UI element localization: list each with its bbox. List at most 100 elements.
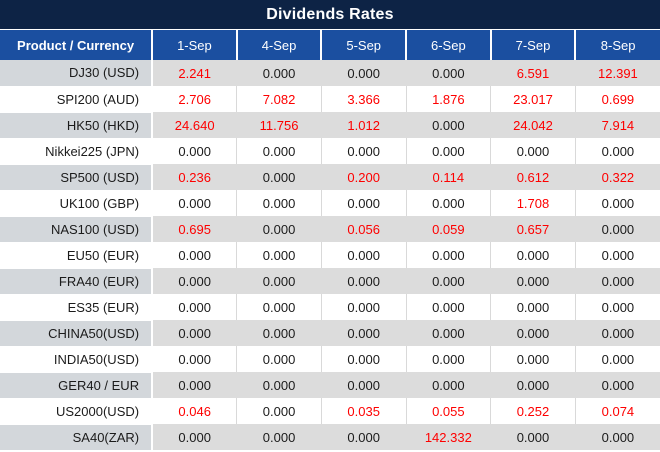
rate-value-cell: 0.252	[490, 398, 576, 424]
column-header-date-3: 5-Sep	[320, 30, 407, 60]
column-header-date-2: 4-Sep	[235, 30, 322, 60]
table-row: DJ30 (USD) 2.241 0.000 0.000 0.000 6.591 12.39…	[0, 60, 660, 87]
table-row: UK100 (GBP) 0.000 0.000 0.000 0.000 1.708 0.00…	[0, 190, 660, 217]
rate-value-cell: 1.708	[490, 190, 576, 216]
column-header-date-1: 1-Sep	[151, 30, 237, 60]
rate-value-cell: 0.000	[490, 268, 576, 294]
rate-value-cell: 0.000	[574, 424, 660, 450]
rate-value-cell: 0.000	[320, 60, 407, 86]
rate-value-cell: 12.391	[574, 60, 660, 86]
rate-value-cell: 0.056	[320, 216, 407, 242]
rate-value-cell: 0.000	[236, 216, 322, 242]
rate-value-cell: 0.046	[151, 398, 237, 424]
product-label: CHINA50(USD)	[0, 320, 154, 347]
table-row: US2000(USD) 0.046 0.000 0.035 0.055 0.252 0.07…	[0, 398, 660, 425]
rate-value-cell: 0.000	[151, 424, 237, 450]
rate-value-cell: 11.756	[236, 112, 322, 138]
column-header-date-6: 8-Sep	[574, 30, 660, 60]
rate-value-cell: 0.322	[574, 164, 660, 190]
rate-value-cell: 1.012	[320, 112, 407, 138]
rate-value-cell: 0.000	[574, 190, 660, 216]
rate-value-cell: 0.000	[320, 320, 407, 346]
rate-value-cell: 0.000	[236, 268, 322, 294]
product-label: EU50 (EUR)	[0, 242, 154, 269]
table-row: Nikkei225 (JPN) 0.000 0.000 0.000 0.000 0.000…	[0, 138, 660, 165]
table-row: NAS100 (USD) 0.695 0.000 0.056 0.059 0.657 0.0…	[0, 216, 660, 243]
rate-value-cell: 0.000	[490, 320, 576, 346]
rate-value-cell: 0.000	[151, 372, 237, 398]
table-row: CHINA50(USD) 0.000 0.000 0.000 0.000 0.000 0.0…	[0, 320, 660, 347]
rate-value-cell: 3.366	[320, 86, 407, 112]
rate-value-cell: 24.640	[151, 112, 237, 138]
rates-tbody: DJ30 (USD) 2.241 0.000 0.000 0.000 6.591 12.39…	[0, 60, 660, 451]
rate-value-cell: 0.000	[405, 242, 491, 268]
rate-value-cell: 0.000	[574, 138, 660, 164]
rate-value-cell: 0.000	[151, 242, 237, 268]
rate-value-cell: 0.000	[490, 424, 576, 450]
rate-value-cell: 0.000	[320, 190, 407, 216]
rate-value-cell: 0.000	[236, 138, 322, 164]
column-header-date-4: 6-Sep	[405, 30, 491, 60]
rate-value-cell: 0.612	[490, 164, 576, 190]
product-label: Nikkei225 (JPN)	[0, 138, 154, 165]
rate-value-cell: 23.017	[490, 86, 576, 112]
rate-value-cell: 0.000	[236, 398, 322, 424]
rate-value-cell: 0.699	[574, 86, 660, 112]
product-label: ES35 (EUR)	[0, 294, 154, 321]
rate-value-cell: 1.876	[405, 86, 491, 112]
table-row: EU50 (EUR) 0.000 0.000 0.000 0.000 0.000 0.000	[0, 242, 660, 269]
rate-value-cell: 0.000	[151, 320, 237, 346]
rate-value-cell: 0.000	[574, 320, 660, 346]
rate-value-cell: 7.082	[236, 86, 322, 112]
rate-value-cell: 0.055	[405, 398, 491, 424]
rate-value-cell: 2.706	[151, 86, 237, 112]
rate-value-cell: 0.000	[574, 372, 660, 398]
rate-value-cell: 0.000	[405, 320, 491, 346]
rate-value-cell: 0.000	[405, 60, 491, 86]
rate-value-cell: 142.332	[405, 424, 491, 450]
rate-value-cell: 0.000	[151, 138, 237, 164]
table-row: ES35 (EUR) 0.000 0.000 0.000 0.000 0.000 0.000	[0, 294, 660, 321]
rate-value-cell: 0.000	[320, 242, 407, 268]
rate-value-cell: 0.000	[151, 268, 237, 294]
product-label: FRA40 (EUR)	[0, 268, 154, 295]
rate-value-cell: 0.000	[490, 372, 576, 398]
rate-value-cell: 0.000	[236, 60, 322, 86]
rate-value-cell: 0.035	[320, 398, 407, 424]
rate-value-cell: 0.000	[320, 346, 407, 372]
product-label: GER40 / EUR	[0, 372, 154, 399]
product-label: SPI200 (AUD)	[0, 86, 154, 113]
rate-value-cell: 0.000	[320, 138, 407, 164]
rate-value-cell: 24.042	[490, 112, 576, 138]
rate-value-cell: 0.000	[236, 294, 322, 320]
rate-value-cell: 0.000	[405, 268, 491, 294]
rate-value-cell: 0.200	[320, 164, 407, 190]
column-header-product-currency: Product / Currency	[0, 30, 153, 60]
table-row: FRA40 (EUR) 0.000 0.000 0.000 0.000 0.000 0.00…	[0, 268, 660, 295]
page-title: Dividends Rates	[0, 0, 660, 30]
rate-value-cell: 0.000	[236, 424, 322, 450]
product-label: UK100 (GBP)	[0, 190, 154, 217]
rate-value-cell: 0.000	[151, 190, 237, 216]
rate-value-cell: 0.000	[236, 242, 322, 268]
rate-value-cell: 0.000	[405, 138, 491, 164]
rate-value-cell: 0.000	[236, 372, 322, 398]
rate-value-cell: 0.000	[236, 320, 322, 346]
rate-value-cell: 0.000	[405, 372, 491, 398]
rate-value-cell: 0.000	[320, 372, 407, 398]
rate-value-cell: 0.000	[236, 164, 322, 190]
rate-value-cell: 0.000	[320, 424, 407, 450]
product-label: HK50 (HKD)	[0, 112, 154, 139]
rate-value-cell: 0.000	[490, 138, 576, 164]
table-row: SP500 (USD) 0.236 0.000 0.200 0.114 0.612 0.32…	[0, 164, 660, 191]
rate-value-cell: 0.000	[574, 242, 660, 268]
product-label: INDIA50(USD)	[0, 346, 154, 373]
rate-value-cell: 0.000	[405, 294, 491, 320]
table-row: SPI200 (AUD) 2.706 7.082 3.366 1.876 23.017 0.…	[0, 86, 660, 113]
product-label: SA40(ZAR)	[0, 424, 154, 451]
rate-value-cell: 0.000	[320, 268, 407, 294]
dividends-rates-table: Product / Currency 1-Sep 4-Sep 5-Sep 6-S…	[0, 30, 660, 451]
rate-value-cell: 6.591	[490, 60, 576, 86]
rate-value-cell: 2.241	[151, 60, 237, 86]
